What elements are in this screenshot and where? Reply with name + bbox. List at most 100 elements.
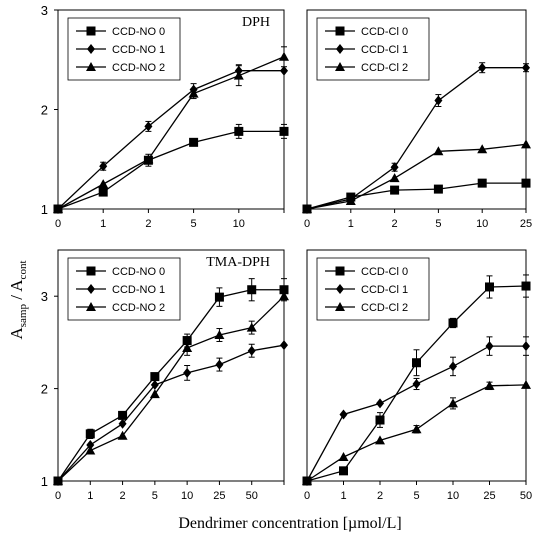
x-tick-label: 25: [483, 490, 495, 502]
legend: CCD-NO 0 CCD-NO 1 CCD-NO 2: [67, 17, 181, 81]
data-point: [98, 187, 108, 197]
data-point: [375, 435, 385, 445]
data-point: [233, 70, 244, 80]
legend-label: CCD-NO 1: [112, 284, 165, 296]
legend-label: CCD-Cl 0: [361, 26, 408, 38]
x-tick-label: 25: [213, 490, 225, 502]
legend-label: CCD-NO 0: [112, 26, 165, 38]
data-point: [477, 178, 487, 188]
data-point: [99, 161, 108, 172]
legend-label: CCD-Cl 1: [361, 44, 408, 56]
data-point: [280, 340, 288, 351]
y-tick-label: 2: [41, 103, 48, 118]
data-point: [150, 372, 160, 382]
x-tick-label: 10: [476, 218, 488, 230]
series-line: [306, 143, 527, 210]
data-point: [86, 439, 95, 450]
data-point: [434, 95, 443, 106]
x-tick-label: 2: [377, 490, 383, 502]
x-tick-label: 0: [304, 490, 310, 502]
data-point: [118, 410, 128, 420]
legend-marker: [87, 284, 95, 294]
x-tick-label: 50: [520, 490, 532, 502]
legend-marker: [336, 44, 344, 54]
y-tick-label: 2: [41, 382, 48, 397]
data-point: [189, 137, 199, 147]
legend-marker: [86, 62, 96, 71]
data-point: [412, 358, 421, 368]
data-point: [144, 121, 153, 132]
data-point: [279, 51, 289, 61]
data-point: [338, 451, 349, 461]
x-tick-label: 0: [304, 218, 310, 230]
panel-title: TMA-DPH: [206, 255, 270, 270]
x-tick-label: 0: [55, 490, 61, 502]
x-tick-label: 1: [100, 218, 106, 230]
data-point: [376, 398, 384, 409]
series-1: [53, 123, 289, 214]
series-1: [302, 274, 531, 486]
data-point: [117, 430, 128, 440]
data-point: [448, 398, 458, 408]
data-point: [214, 330, 225, 340]
legend-marker: [335, 302, 345, 311]
data-point: [478, 62, 487, 73]
series-1: [302, 178, 531, 214]
data-point: [215, 359, 224, 370]
data-point: [150, 379, 159, 390]
series-3: [53, 291, 289, 485]
data-point: [375, 415, 385, 425]
legend-marker: [86, 26, 96, 36]
data-point: [390, 185, 400, 195]
x-tick-label: 2: [392, 218, 398, 230]
data-point: [183, 367, 192, 378]
y-axis-label-separator: / A: [7, 279, 26, 304]
series-2: [54, 340, 288, 486]
series-line: [306, 182, 526, 210]
plot-frame: [57, 249, 285, 482]
series-line: [306, 67, 526, 210]
legend: CCD-Cl 0 CCD-Cl 1 CCD-Cl 2: [316, 17, 430, 81]
x-tick-label: 5: [435, 218, 441, 230]
data-point: [247, 285, 257, 295]
legend-label: CCD-Cl 1: [361, 284, 408, 296]
data-point: [182, 342, 193, 352]
series-3: [302, 379, 531, 485]
data-point: [339, 409, 348, 420]
x-tick-label: 10: [233, 218, 245, 230]
data-point: [521, 139, 531, 149]
legend-marker: [335, 62, 345, 71]
x-tick-label: 2: [120, 490, 126, 502]
legend-marker: [336, 284, 344, 294]
data-point: [485, 341, 494, 352]
y-axis-label-sub-samp: samp: [17, 304, 29, 328]
data-point: [411, 424, 422, 434]
data-point: [522, 62, 530, 73]
x-axis-label: Dendrimer concentration [µmol/L]: [178, 515, 401, 532]
data-point: [246, 322, 257, 332]
legend-marker: [86, 302, 96, 311]
series-line: [57, 70, 284, 210]
y-tick-label: 3: [41, 3, 48, 18]
series-line: [57, 130, 284, 210]
legend: CCD-Cl 0 CCD-Cl 1 CCD-Cl 2: [316, 257, 430, 321]
y-tick-label: 1: [41, 474, 48, 489]
plot-frame: [306, 9, 527, 210]
data-point: [433, 184, 443, 194]
series-line: [57, 56, 285, 210]
data-point: [412, 378, 421, 389]
series-line: [57, 344, 285, 482]
data-point: [448, 318, 458, 328]
data-point: [302, 204, 312, 213]
data-point: [247, 345, 256, 356]
data-point: [85, 445, 96, 455]
legend-label: CCD-NO 1: [112, 44, 165, 56]
data-point: [53, 476, 63, 485]
x-tick-label: 1: [340, 490, 346, 502]
data-point: [345, 196, 356, 206]
legend-marker: [335, 26, 345, 36]
